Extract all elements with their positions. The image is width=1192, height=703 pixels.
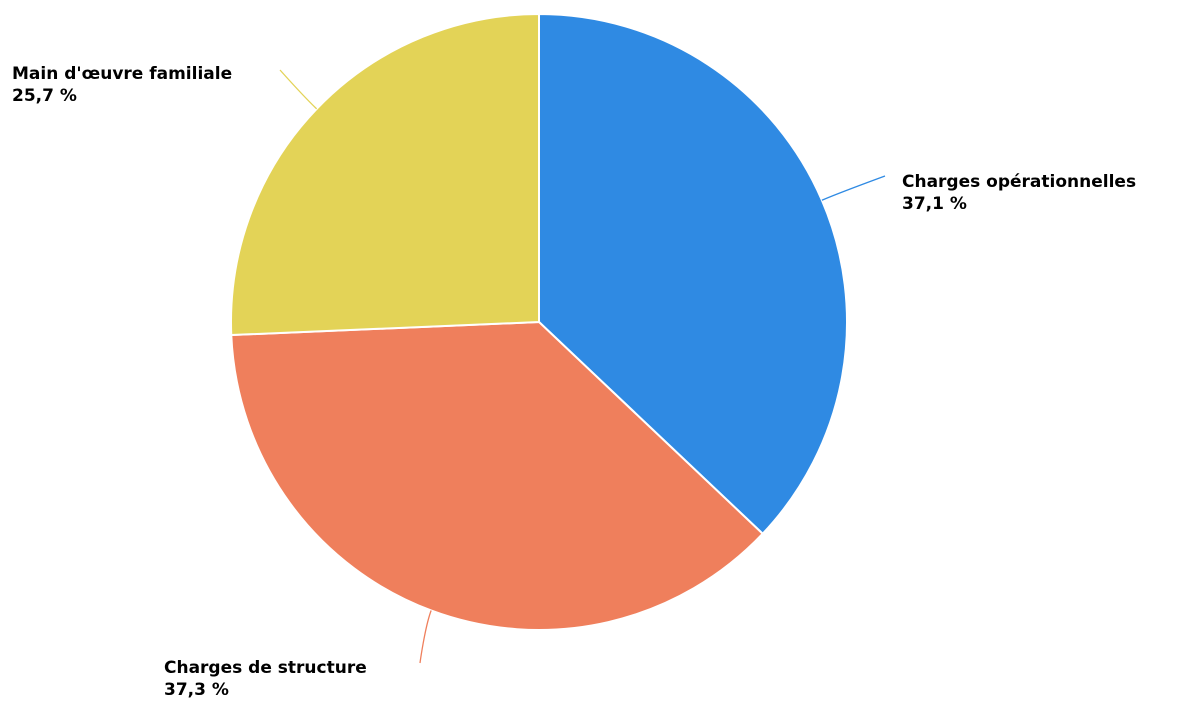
slice-label-2: Charges de structure [164,658,367,678]
slice-value-label-3: 25,7 % [12,86,77,106]
leader-line-2 [420,610,431,663]
slice-value-label-2: 37,3 % [164,680,229,700]
pie-slice-3[interactable] [231,14,539,335]
slice-label-1: Charges opérationnelles [902,172,1136,192]
leader-line-3 [280,70,317,109]
slice-value-label-1: 37,1 % [902,194,967,214]
slices-layer [231,14,847,630]
slice-label-3: Main d'œuvre familiale [12,64,232,84]
leader-line-1 [822,176,885,200]
